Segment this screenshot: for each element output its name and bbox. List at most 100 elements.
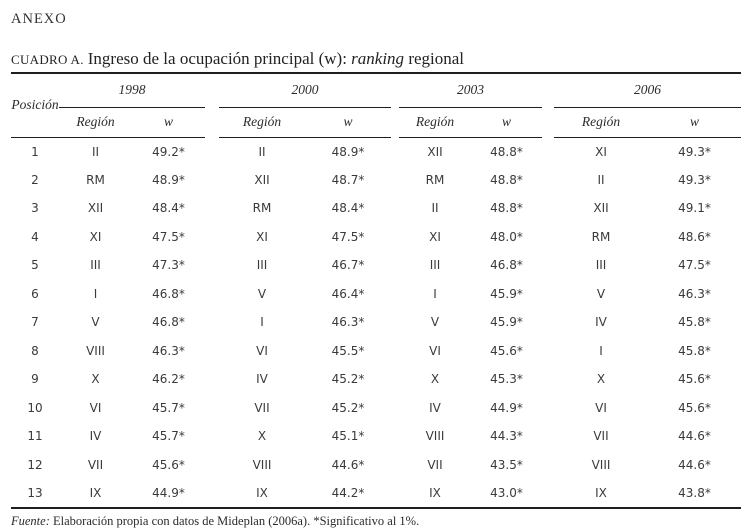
w-value-cell: 46.8* — [490, 258, 523, 273]
table-title-ranking-italic: ranking — [351, 49, 405, 68]
region-cell: I — [599, 343, 603, 358]
w-value-cell: 45.1* — [331, 429, 365, 444]
position-cell: 11 — [27, 429, 43, 444]
region-cell: XI — [429, 229, 441, 244]
w-subheader-2000: w — [305, 107, 391, 138]
table-row: 12 VII 45.6* VIII 44.6* VII 43.5* VIII 44.6* — [11, 451, 741, 480]
w-value-cell: 44.6* — [331, 457, 365, 472]
region-cell: RM — [252, 201, 272, 216]
position-cell: 7 — [31, 315, 39, 330]
w-value-cell: 46.8* — [152, 286, 185, 301]
column-gap — [542, 251, 554, 280]
region-cell: VI — [429, 343, 441, 358]
column-gap — [542, 394, 554, 423]
region-cell: XII — [254, 172, 270, 187]
column-gap — [205, 337, 219, 366]
column-gap — [391, 451, 399, 480]
w-value-cell: 49.3* — [678, 172, 711, 187]
region-cell: I — [433, 286, 437, 301]
w-value-cell: 46.8* — [152, 315, 185, 330]
column-gap — [205, 137, 219, 166]
w-value-cell: 48.0* — [490, 229, 523, 244]
region-cell: II — [91, 144, 100, 159]
year-header-2003: 2003 — [399, 73, 542, 108]
w-value-cell: 44.3* — [490, 429, 523, 444]
w-value-cell: 45.5* — [331, 343, 365, 358]
w-value-cell: 45.2* — [331, 400, 365, 415]
w-value-cell: 45.3* — [490, 372, 523, 387]
region-cell: IV — [256, 372, 268, 387]
position-cell: 3 — [31, 201, 39, 216]
column-gap — [391, 308, 399, 337]
column-gap — [391, 166, 399, 195]
w-value-cell: 45.8* — [678, 315, 711, 330]
region-subheader-1998: Región — [59, 107, 132, 138]
column-gap — [205, 422, 219, 451]
w-value-cell: 47.5* — [331, 229, 365, 244]
region-cell: VII — [593, 429, 609, 444]
region-cell: RM — [86, 172, 105, 187]
w-value-cell: 46.3* — [331, 315, 365, 330]
region-cell: II — [597, 172, 605, 187]
w-subheader-2006: w — [648, 107, 741, 138]
column-gap — [391, 422, 399, 451]
region-subheader-2006: Región — [554, 107, 648, 138]
table-row: 9 X 46.2* IV 45.2* X 45.3* X 45.6* — [11, 365, 741, 394]
column-gap — [205, 394, 219, 423]
column-gap — [205, 280, 219, 309]
region-cell: III — [256, 258, 268, 273]
table-body: 1 II 49.2* II 48.9* XII 48.8* XI 49.3* 2 RM 48.9* XI… — [11, 137, 741, 508]
source-note-text: Elaboración propia con datos de Mideplan… — [49, 513, 420, 528]
w-value-cell: 48.6* — [678, 229, 711, 244]
table-row: 2 RM 48.9* XII 48.7* RM 48.8* II 49.3* — [11, 166, 741, 195]
region-subheader-2003: Región — [399, 107, 471, 138]
w-value-cell: 48.9* — [331, 144, 365, 159]
w-value-cell: 45.7* — [152, 400, 185, 415]
column-gap — [391, 223, 399, 252]
w-value-cell: 48.8* — [490, 144, 523, 159]
region-cell: VI — [256, 343, 268, 358]
region-cell: I — [260, 315, 264, 330]
w-value-cell: 48.8* — [490, 201, 523, 216]
w-value-cell: 47.3* — [152, 258, 185, 273]
column-gap — [391, 394, 399, 423]
table-row: 6 I 46.8* V 46.4* I 45.9* V 46.3* — [11, 280, 741, 309]
column-gap — [391, 280, 399, 309]
w-value-cell: 45.6* — [678, 400, 711, 415]
region-cell: IX — [256, 485, 268, 500]
year-header-row: Posición 1998 2000 2003 2006 — [11, 73, 741, 138]
region-cell: X — [596, 372, 606, 387]
table-row: 3 XII 48.4* RM 48.4* II 48.8* XII 49.1* — [11, 194, 741, 223]
column-gap — [542, 337, 554, 366]
region-cell: V — [91, 315, 100, 330]
region-cell: XII — [593, 201, 609, 216]
column-gap — [205, 365, 219, 394]
w-value-cell: 45.7* — [152, 429, 185, 444]
w-value-cell: 46.4* — [331, 286, 365, 301]
w-value-cell: 46.7* — [331, 258, 365, 273]
source-note: Fuente: Elaboración propia con datos de … — [11, 514, 743, 529]
table-row: 8 VIII 46.3* VI 45.5* VI 45.6* I 45.8* — [11, 337, 741, 366]
region-cell: IX — [595, 485, 607, 500]
column-gap — [542, 73, 554, 137]
region-cell: VIII — [252, 457, 272, 472]
w-value-cell: 48.7* — [331, 172, 365, 187]
region-cell: IV — [595, 315, 607, 330]
column-gap — [542, 223, 554, 252]
w-value-cell: 48.8* — [490, 172, 523, 187]
w-value-cell: 43.8* — [678, 485, 711, 500]
table-title-main: Ingreso de la ocupación principal (w): — [87, 49, 352, 68]
w-value-cell: 49.2* — [152, 144, 185, 159]
region-cell: IX — [429, 485, 441, 500]
subheader-row: Región w Región w Región w Región w — [11, 107, 741, 138]
position-cell: 13 — [27, 485, 43, 500]
column-gap — [542, 280, 554, 309]
w-value-cell: 48.4* — [152, 201, 185, 216]
column-gap — [391, 137, 399, 166]
column-gap — [205, 479, 219, 508]
region-cell: I — [93, 286, 98, 301]
region-cell: VII — [254, 400, 270, 415]
w-value-cell: 47.5* — [152, 229, 185, 244]
w-value-cell: 45.6* — [678, 372, 711, 387]
column-gap — [205, 223, 219, 252]
